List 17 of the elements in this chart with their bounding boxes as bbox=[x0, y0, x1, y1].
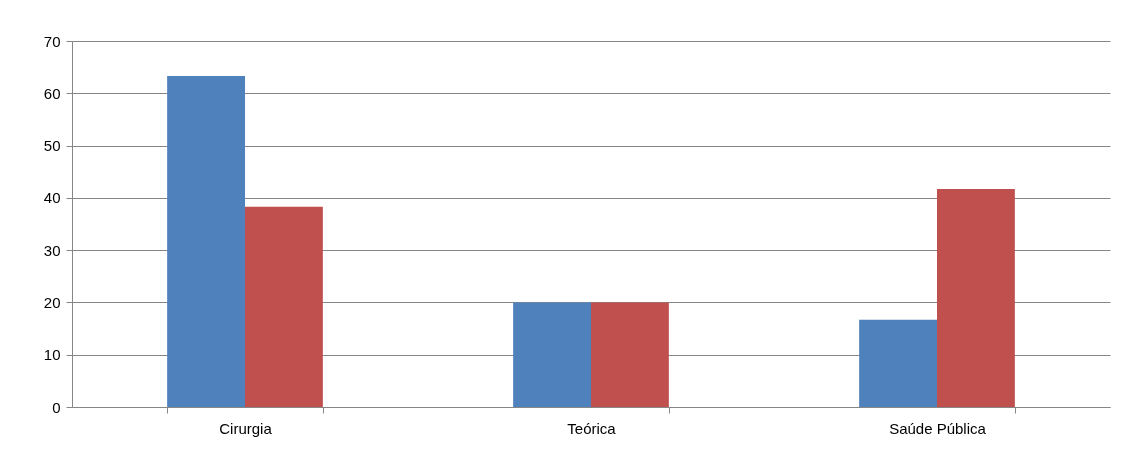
y-tick-label: 60 bbox=[43, 84, 61, 102]
y-tick-label: 0 bbox=[52, 398, 61, 416]
y-tick-label: 70 bbox=[43, 32, 61, 50]
bar bbox=[513, 302, 591, 407]
y-tick-label: 10 bbox=[43, 346, 61, 364]
y-tick-label: 50 bbox=[43, 137, 61, 155]
x-tick-label: Teórica bbox=[567, 419, 617, 437]
y-tick-label: 40 bbox=[43, 189, 61, 207]
bar bbox=[591, 302, 669, 407]
bar bbox=[859, 319, 937, 407]
y-tick-label: 30 bbox=[43, 241, 61, 259]
bar bbox=[167, 76, 245, 407]
y-tick-label: 20 bbox=[43, 293, 61, 311]
x-tick-label: Saúde Pública bbox=[889, 419, 987, 437]
bar bbox=[245, 206, 323, 407]
bar bbox=[937, 188, 1015, 407]
x-tick-label: Cirurgia bbox=[219, 419, 273, 437]
